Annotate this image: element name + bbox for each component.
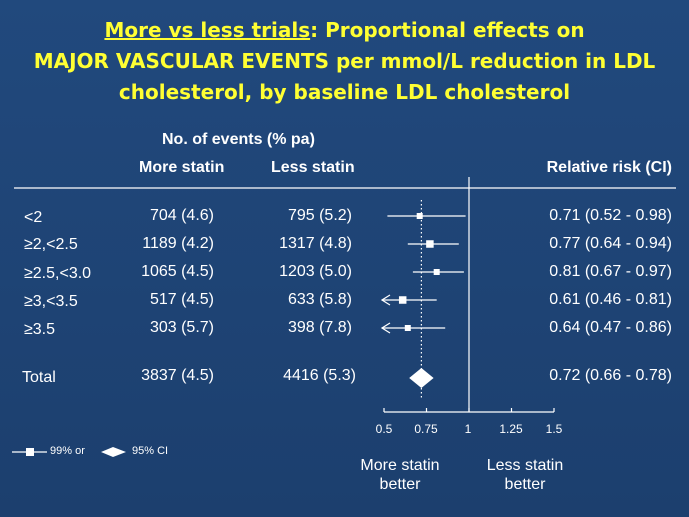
less-statin-better-label: Less statin better bbox=[487, 456, 563, 494]
total-more-cell: 3837 (4.5) bbox=[141, 367, 214, 384]
title-line-1: More vs less trials: Proportional effect… bbox=[0, 15, 689, 46]
less-statin-better-line2: better bbox=[504, 476, 546, 493]
more-statin-header: More statin bbox=[139, 159, 225, 176]
rr-cell: 0.61 (0.46 - 0.81) bbox=[549, 291, 672, 308]
title-line-3: cholesterol, by baseline LDL cholesterol bbox=[118, 80, 571, 104]
title-line-2: MAJOR VASCULAR EVENTS per mmol/L reducti… bbox=[33, 49, 656, 73]
events-group-header: No. of events (% pa) bbox=[162, 131, 315, 148]
less-statin-cell: 398 (7.8) bbox=[287, 319, 352, 336]
rr-cell: 0.81 (0.67 - 0.97) bbox=[549, 263, 672, 280]
less-statin-better-line1: Less statin bbox=[486, 457, 564, 474]
more-statin-better-line1: More statin bbox=[360, 457, 440, 474]
row-label: <2 bbox=[24, 209, 43, 226]
total-label: Total bbox=[22, 369, 56, 386]
row-label: ≥2.5,<3.0 bbox=[24, 265, 92, 282]
legend-diamond-label: 95% CI bbox=[132, 445, 169, 457]
more-statin-cell: 1189 (4.2) bbox=[142, 235, 214, 252]
less-statin-cell: 633 (5.8) bbox=[287, 291, 352, 308]
less-statin-cell: 1317 (4.8) bbox=[279, 235, 352, 252]
less-statin-header: Less statin bbox=[271, 159, 355, 176]
rr-cell: 0.64 (0.47 - 0.86) bbox=[549, 319, 672, 336]
more-statin-better-line2: better bbox=[379, 476, 421, 493]
ci-arrow bbox=[380, 322, 391, 334]
point-estimate-square bbox=[398, 296, 407, 304]
title-underlined: More vs less trials bbox=[104, 18, 311, 42]
point-estimate-square bbox=[433, 269, 440, 275]
point-estimate-square bbox=[426, 240, 434, 248]
more-statin-better-label: More statin better bbox=[360, 456, 439, 494]
row-label: ≥3.5 bbox=[24, 321, 56, 338]
tick-label: 0.75 bbox=[414, 422, 438, 436]
point-estimate-square bbox=[416, 213, 423, 219]
less-statin-cell: 795 (5.2) bbox=[287, 207, 352, 224]
tick-label: 0.5 bbox=[375, 422, 393, 436]
tick-label: 1 bbox=[464, 422, 472, 436]
rr-cell: 0.77 (0.64 - 0.94) bbox=[549, 235, 672, 252]
row-label: ≥2,<2.5 bbox=[24, 236, 78, 253]
legend-square-label: 99% or bbox=[50, 445, 85, 457]
ci-arrow bbox=[380, 294, 391, 306]
row-label: ≥3,<3.5 bbox=[24, 293, 78, 310]
total-rr-cell: 0.72 (0.66 - 0.78) bbox=[549, 367, 672, 384]
title-line-1-rest: : Proportional effects on bbox=[310, 18, 585, 42]
rr-cell: 0.71 (0.52 - 0.98) bbox=[549, 207, 672, 224]
less-statin-cell: 1203 (5.0) bbox=[279, 263, 352, 280]
tick-label: 1.5 bbox=[545, 422, 563, 436]
point-estimate-square bbox=[404, 325, 411, 331]
tick-label: 1.25 bbox=[499, 422, 523, 436]
more-statin-cell: 704 (4.6) bbox=[149, 207, 214, 224]
more-statin-cell: 517 (4.5) bbox=[149, 291, 214, 308]
total-less-cell: 4416 (5.3) bbox=[283, 367, 356, 384]
more-statin-cell: 303 (5.7) bbox=[149, 319, 214, 336]
overall-diamond bbox=[409, 368, 434, 388]
more-statin-cell: 1065 (4.5) bbox=[141, 263, 214, 280]
relative-risk-header: Relative risk (CI) bbox=[546, 159, 672, 176]
